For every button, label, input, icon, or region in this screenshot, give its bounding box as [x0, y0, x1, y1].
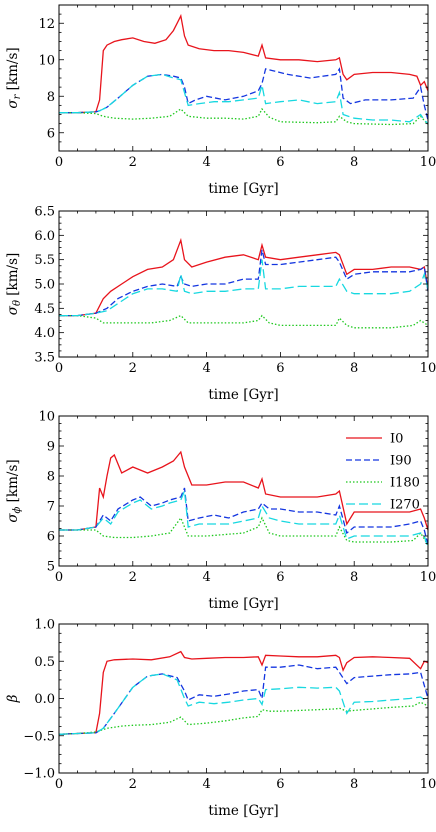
- series-line-i270: [59, 673, 428, 735]
- y-axis-symbol: σ: [5, 513, 21, 523]
- y-tick-label: 6.5: [34, 205, 55, 220]
- y-tick-label: 9: [47, 440, 55, 455]
- x-tick-label: 6: [276, 570, 284, 585]
- series-line-i270: [59, 490, 428, 549]
- y-tick-label: 7: [47, 500, 55, 515]
- y-tick-label: 5.5: [34, 253, 55, 268]
- y-tick-label: 10: [38, 410, 55, 425]
- x-tick-label: 6: [276, 155, 284, 170]
- x-tick-label: 0: [55, 155, 63, 170]
- y-tick-label: 0.5: [34, 655, 55, 670]
- panel-4: 0 2 4 6 8 10 −1.0 −0.5 0.0 0.5 1.0 time [Gyr] β: [5, 618, 436, 820]
- series-line-i180: [59, 701, 428, 735]
- y-axis-unit: [km/s]: [5, 459, 21, 506]
- x-tick-label: 6: [276, 777, 284, 792]
- y-axis-symbol: σ: [5, 99, 21, 109]
- y-tick-label: 6.0: [34, 229, 55, 244]
- panel-1: 0 2 4 6 8 10 6 8 10 12 time [Gyr] σr [km/s]: [5, 4, 436, 197]
- y-tick-label: 10: [38, 53, 55, 68]
- y-tick-label: 5.0: [34, 278, 55, 293]
- y-axis-unit: [km/s]: [5, 47, 21, 94]
- y-axis-unit: [km/s]: [5, 253, 21, 300]
- y-tick-label: 1.0: [34, 618, 55, 633]
- x-tick-label: 8: [350, 155, 358, 170]
- x-tick-label: 8: [350, 570, 358, 585]
- plot-frame: [58, 623, 429, 774]
- y-axis-label: σθ [km/s]: [5, 253, 23, 316]
- x-tick-label: 4: [202, 155, 210, 170]
- series-line-i90: [59, 487, 428, 546]
- x-tick-label: 2: [129, 777, 137, 792]
- series-line-i90: [59, 67, 428, 121]
- x-tick-label: 10: [420, 361, 436, 376]
- y-tick-label: 0.0: [34, 692, 55, 707]
- x-tick-label: 0: [55, 777, 63, 792]
- series-line-i0: [59, 650, 428, 735]
- x-tick-label: 4: [202, 777, 210, 792]
- x-tick-label: 10: [420, 155, 436, 170]
- y-tick-label: 4.0: [34, 326, 55, 341]
- panel-2: 0 2 4 6 8 10 3.5 4.0 4.5 5.0 5.5 6.0 6.5 time [Gyr] σθ…: [5, 205, 436, 404]
- plot-frame: [58, 4, 429, 152]
- x-axis-label: time [Gyr]: [208, 387, 278, 403]
- legend-label-i0: I0: [390, 432, 403, 447]
- y-axis-label: σr [km/s]: [5, 47, 23, 108]
- series-line-i0: [59, 13, 428, 114]
- series-line-i270: [59, 259, 428, 317]
- y-tick-label: 3.5: [34, 351, 55, 366]
- series-line-i0: [59, 237, 428, 317]
- y-axis-symbol: β: [5, 694, 21, 703]
- legend: I0 I90 I180 I270: [346, 432, 420, 513]
- x-tick-label: 6: [276, 361, 284, 376]
- y-tick-label: 8: [47, 90, 55, 105]
- y-axis-subscript: ϕ: [12, 506, 23, 513]
- y-tick-label: 4.5: [34, 302, 55, 317]
- legend-label-i270: I270: [390, 498, 420, 513]
- x-tick-label: 8: [350, 361, 358, 376]
- y-tick-label: 5: [47, 560, 55, 575]
- series-line-i0: [59, 450, 428, 531]
- series-line-i90: [59, 249, 428, 317]
- x-tick-label: 2: [129, 155, 137, 170]
- legend-label-i90: I90: [390, 454, 412, 469]
- y-tick-label: −0.5: [23, 729, 55, 744]
- series-line-i90: [59, 664, 428, 735]
- x-tick-label: 8: [350, 777, 358, 792]
- x-tick-label: 0: [55, 570, 63, 585]
- x-tick-label: 4: [202, 570, 210, 585]
- series-line-i270: [59, 73, 428, 125]
- y-tick-label: 8: [47, 470, 55, 485]
- y-tick-label: 6: [47, 126, 55, 141]
- x-axis-label: time [Gyr]: [208, 803, 278, 819]
- x-tick-label: 2: [129, 570, 137, 585]
- series-line-i180: [59, 107, 428, 126]
- panel-3: 0 2 4 6 8 10 5 6 7 8 9 10 time [Gyr] σϕ [km/s] I0 I90 I1…: [5, 410, 436, 613]
- y-tick-label: 6: [47, 530, 55, 545]
- y-axis-subscript: r: [12, 93, 23, 99]
- x-axis-label: time [Gyr]: [208, 596, 278, 612]
- y-axis-label: σϕ [km/s]: [5, 459, 23, 522]
- y-tick-label: 12: [38, 17, 55, 32]
- y-tick-label: −1.0: [23, 767, 55, 782]
- x-tick-label: 4: [202, 361, 210, 376]
- x-tick-label: 0: [55, 361, 63, 376]
- plot-frame: [58, 210, 429, 358]
- y-axis-symbol: σ: [5, 305, 21, 315]
- series-line-i180: [59, 516, 428, 546]
- series-line-i180: [59, 314, 428, 329]
- y-axis-subscript: θ: [12, 300, 23, 306]
- x-tick-label: 10: [420, 777, 436, 792]
- y-axis-label: β: [5, 694, 21, 703]
- x-axis-label: time [Gyr]: [208, 181, 278, 197]
- legend-label-i180: I180: [390, 476, 420, 491]
- x-tick-label: 10: [420, 570, 436, 585]
- x-tick-label: 2: [129, 361, 137, 376]
